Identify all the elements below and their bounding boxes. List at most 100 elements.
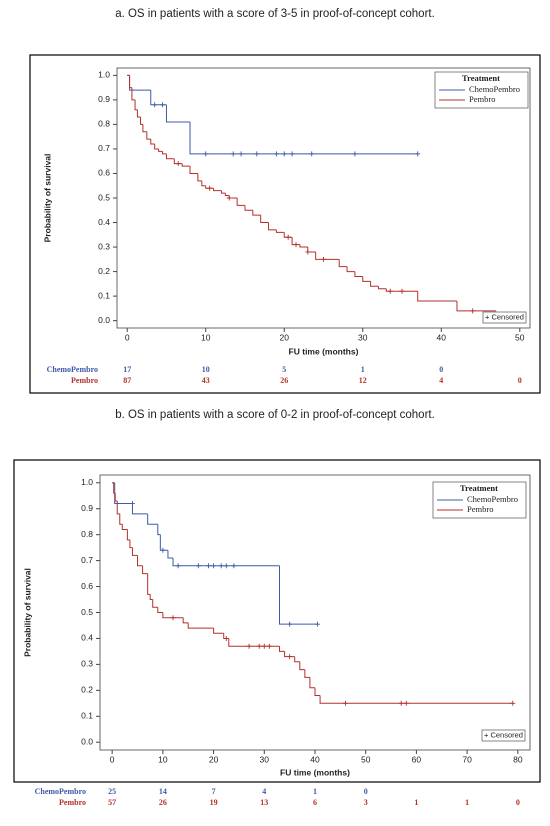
y-tick-label: 0.5 [81,607,93,617]
survival-step [338,259,348,268]
at-risk-count: 3 [364,798,368,807]
chart-title: a. OS in patients with a score of 3-5 in… [115,8,435,20]
x-axis-label: FU time (months) [280,767,350,777]
legend-label: ChemoPembro [467,494,518,504]
survival-step [346,266,355,273]
survival-step [213,628,224,634]
survival-step [157,607,163,613]
at-risk-count: 7 [212,787,216,796]
survival-step [154,144,159,150]
censor-mark [387,288,393,294]
censor-mark [246,643,252,649]
censor-mark [315,621,321,627]
censor-mark [226,195,232,201]
censor-mark [273,151,279,157]
at-risk-count: 1 [414,798,418,807]
censor-mark [175,161,181,167]
x-tick-label: 60 [412,754,422,764]
legend-box [432,481,527,519]
at-risk-count: 57 [108,798,116,807]
censored-key-box [482,311,527,324]
x-tick-label: 40 [437,332,447,342]
censor-mark [231,563,237,569]
survival-step [113,482,116,494]
survival-step [129,75,151,91]
y-tick-label: 0.8 [81,529,93,539]
survival-step [136,109,141,118]
survival-step [152,599,158,608]
plot-area [116,67,531,329]
censor-mark [305,249,311,255]
survival-step [362,276,371,282]
x-tick-label: 0 [125,332,130,342]
at-risk-count: 43 [202,376,210,385]
at-risk-count: 0 [364,787,368,796]
y-axis-label: Probability of survival [22,568,32,657]
censor-mark [287,654,293,660]
risk-row-name: ChemoPembro [47,365,98,374]
survival-step [189,121,418,155]
survival-step [252,210,261,216]
at-risk-count: 4 [262,787,266,796]
survival-step [114,482,133,505]
survival-step [146,131,151,140]
x-tick-label: 10 [201,332,211,342]
survival-step [309,677,315,689]
survival-step [131,87,136,101]
censor-mark [352,151,358,157]
survival-step [189,166,198,174]
at-risk-count: 19 [210,798,218,807]
y-tick-label: 0.4 [98,217,110,227]
survival-step [319,695,513,704]
survival-step [377,286,387,290]
legend-title: Treatment [460,483,498,493]
censor-mark [403,700,409,706]
y-tick-label: 0.3 [81,659,93,669]
x-tick-label: 70 [462,754,472,764]
survival-step [304,669,310,678]
survival-step [354,271,363,277]
y-tick-label: 0.3 [98,241,110,251]
x-tick-label: 20 [209,754,219,764]
at-risk-count: 17 [123,365,131,374]
at-risk-count: 25 [108,787,116,796]
survival-step [314,687,321,697]
y-tick-label: 0.8 [98,119,110,129]
censor-mark [415,151,421,157]
survival-step [181,163,191,167]
y-tick-label: 0.7 [98,143,110,153]
y-tick-label: 1.0 [98,70,110,80]
survival-step [417,291,454,302]
censor-mark [223,563,229,569]
y-axis-label: Probability of survival [42,154,52,243]
panel-border [29,54,541,394]
x-tick-label: 50 [361,754,371,764]
censor-mark [398,700,404,706]
censor-mark [206,563,212,569]
survival-step [131,547,138,556]
censor-mark [223,635,229,641]
at-risk-count: 0 [516,798,520,807]
censor-mark [470,308,476,314]
survival-step [126,529,130,541]
plot-area [99,474,531,751]
y-tick-label: 0.1 [98,290,110,300]
censored-key: + Censored [484,730,523,739]
censor-mark [160,102,166,108]
at-risk-count: 87 [123,376,131,385]
survival-step [224,193,230,197]
survival-step [385,288,418,292]
at-risk-count: 1 [313,787,317,796]
survival-step [167,550,174,559]
survival-step [244,205,253,211]
survival-step [116,500,120,515]
survival-step [162,612,184,619]
survival-step [114,493,118,502]
censor-mark [281,151,287,157]
survival-step [159,534,168,551]
survival-step [137,555,143,567]
survival-step [165,153,175,160]
y-tick-label: 0.9 [98,94,110,104]
at-risk-count: 0 [518,376,522,385]
censor-mark [293,242,299,248]
